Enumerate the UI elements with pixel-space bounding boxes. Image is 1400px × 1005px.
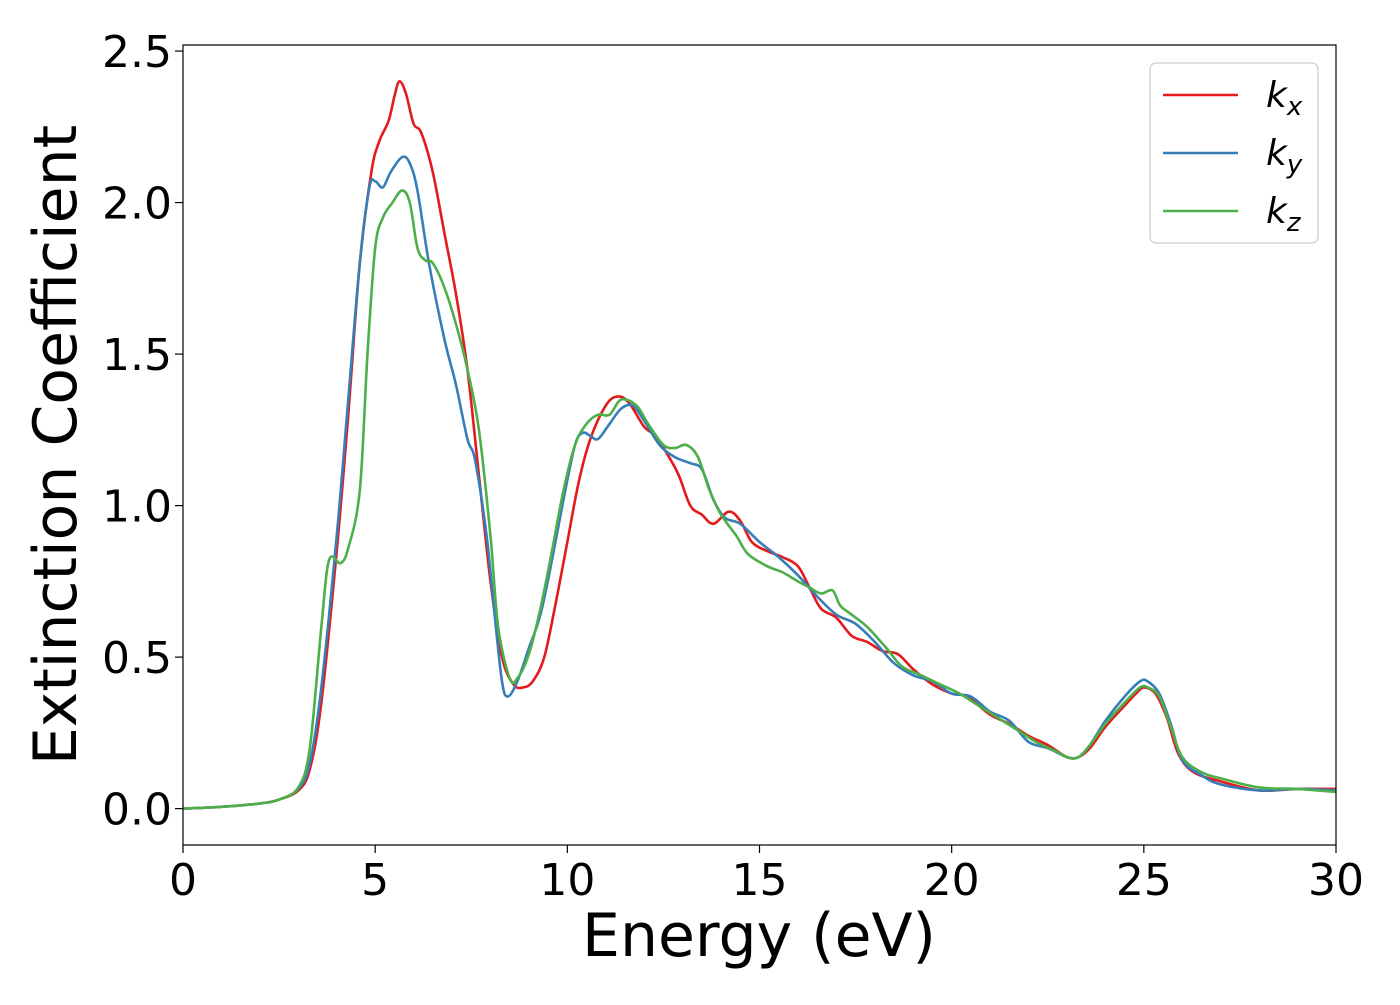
legend-label-subscript: x <box>1286 92 1303 122</box>
x-tick-label: 10 <box>539 855 595 906</box>
legend-label-subscript: z <box>1286 208 1302 238</box>
x-tick-label: 20 <box>924 855 980 906</box>
x-tick-label: 15 <box>732 855 788 906</box>
legend-label-base: k <box>1266 75 1289 116</box>
y-tick-label: 0.0 <box>102 785 172 836</box>
y-tick-label: 2.0 <box>102 179 172 230</box>
legend-label-base: k <box>1266 191 1289 232</box>
x-tick-label: 0 <box>169 855 197 906</box>
legend-label-k-z: kz <box>1266 191 1302 238</box>
y-axis-label: Extinction Coefficient <box>21 125 91 765</box>
x-tick-label: 5 <box>361 855 389 906</box>
x-axis-label: Energy (eV) <box>582 901 936 971</box>
y-tick-label: 1.5 <box>102 330 172 381</box>
x-tick-label: 30 <box>1308 855 1364 906</box>
legend-label-k-y: ky <box>1266 133 1303 180</box>
y-axis-ticks: 0.0 0.5 1.0 1.5 2.0 2.5 <box>102 27 183 836</box>
x-axis-ticks: 0 5 10 15 20 25 30 <box>169 845 1364 906</box>
legend-label-base: k <box>1266 133 1289 174</box>
legend-label-subscript: y <box>1286 150 1303 180</box>
chart-marks <box>183 80 1336 810</box>
legend-label-k-x: kx <box>1266 75 1303 122</box>
x-tick-label: 25 <box>1116 855 1172 906</box>
y-tick-label: 0.5 <box>102 633 172 684</box>
series-line-k-z <box>183 189 1336 810</box>
y-tick-label: 2.5 <box>102 27 172 78</box>
y-tick-label: 1.0 <box>102 482 172 533</box>
